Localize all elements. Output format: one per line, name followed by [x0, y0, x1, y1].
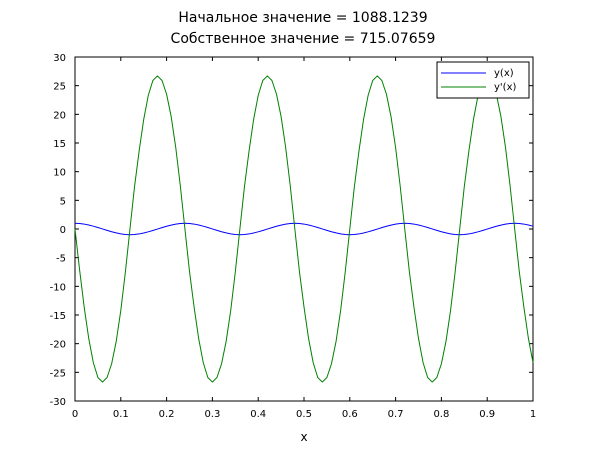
y-tick-label: -30 [50, 397, 66, 408]
chart-title-line-1: Начальное значение = 1088.1239 [178, 10, 427, 26]
y-tick-label: 15 [53, 139, 66, 150]
x-tick-label: 1 [530, 409, 536, 420]
x-tick-label: 0.8 [433, 409, 449, 420]
y-tick-label: 25 [53, 82, 66, 93]
legend-box [436, 61, 530, 99]
x-tick-label: 0.4 [250, 409, 266, 420]
y-tick-label: 30 [53, 53, 66, 64]
x-axis-ticks: 0 0.1 0.2 0.3 0.4 0.5 0.6 0.7 0.8 0.9 1 [72, 57, 536, 420]
x-tick-label: 0.6 [342, 409, 358, 420]
x-tick-label: 0 [72, 409, 78, 420]
x-tick-label: 0.7 [388, 409, 404, 420]
series-layer [74, 75, 534, 383]
x-tick-label: 0.3 [204, 409, 220, 420]
x-tick-label: 0.5 [296, 409, 312, 420]
y-tick-label: 10 [53, 168, 66, 179]
series-line-y-prime [74, 75, 534, 383]
y-tick-label: -20 [50, 340, 66, 351]
y-tick-label: 0 [60, 225, 66, 236]
y-tick-label: -15 [50, 311, 66, 322]
y-tick-label: 20 [53, 110, 66, 121]
legend: y(x) y'(x) [436, 61, 530, 99]
series-line-y [74, 222, 534, 236]
chart-title-line-2: Собственное значение = 715.07659 [171, 31, 436, 47]
x-tick-label: 0.9 [479, 409, 495, 420]
y-tick-label: -25 [50, 368, 66, 379]
y-tick-label: -10 [50, 282, 66, 293]
y-axis-ticks: -30 -25 -20 -15 -10 -5 0 5 10 15 20 25 30 [50, 53, 533, 408]
legend-label-y: y(x) [494, 68, 514, 79]
legend-label-y-prime: y'(x) [494, 82, 516, 93]
x-tick-label: 0.2 [159, 409, 175, 420]
plot-area-frame [74, 56, 534, 402]
x-axis-label: x [300, 430, 307, 444]
x-tick-label: 0.1 [113, 409, 129, 420]
y-tick-label: -5 [56, 254, 66, 265]
y-tick-label: 5 [60, 196, 66, 207]
